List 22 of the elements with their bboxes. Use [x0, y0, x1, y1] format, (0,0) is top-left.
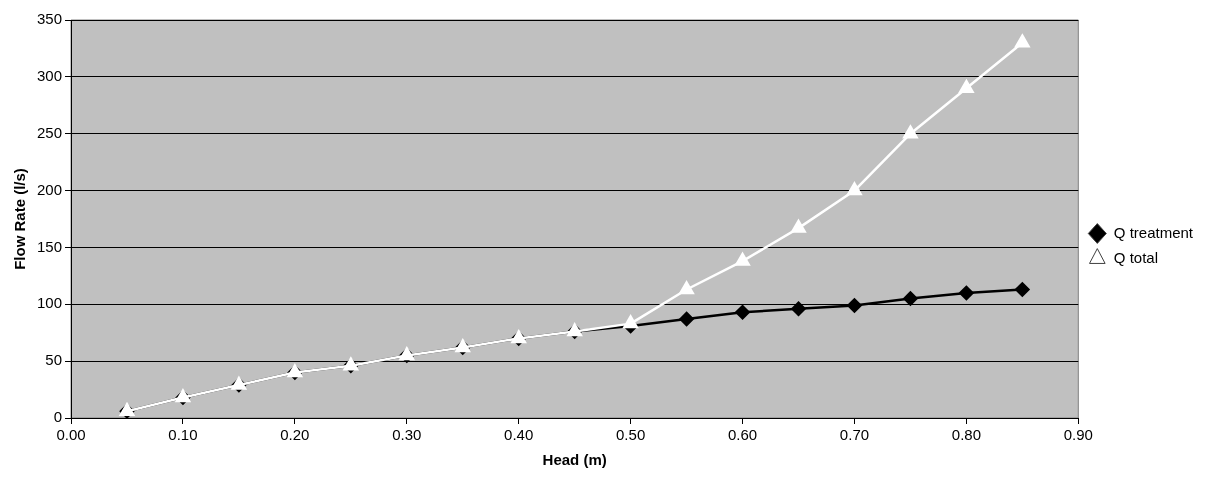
x-tick-label: 0.20 [280, 426, 310, 444]
x-tick-label: 0.00 [56, 426, 86, 444]
x-tick-label: 0.10 [168, 426, 198, 444]
x-tick-label: 0.60 [727, 426, 758, 444]
y-tick-label: 300 [37, 67, 63, 84]
x-tick-label: 0.30 [392, 426, 422, 444]
y-tick-label: 50 [45, 351, 63, 369]
y-tick-label: 350 [37, 10, 63, 28]
y-axis-title: Flow Rate (l/s) [11, 168, 29, 270]
x-tick-label: 0.40 [504, 426, 534, 444]
y-tick-label: 200 [37, 180, 63, 198]
y-tick-label: 250 [37, 123, 63, 141]
x-tick-label: 0.90 [1063, 426, 1093, 444]
x-tick-label: 0.70 [839, 426, 870, 444]
x-tick-label: 0.50 [616, 426, 646, 444]
legend-label: Q treatment [1113, 223, 1194, 241]
y-tick-label: 150 [37, 237, 63, 255]
legend-label: Q total [1113, 248, 1158, 266]
x-axis-title: Head (m) [542, 451, 607, 469]
y-tick-label: 0 [53, 408, 63, 426]
y-tick-label: 100 [37, 294, 63, 312]
x-tick-label: 0.80 [951, 426, 981, 444]
